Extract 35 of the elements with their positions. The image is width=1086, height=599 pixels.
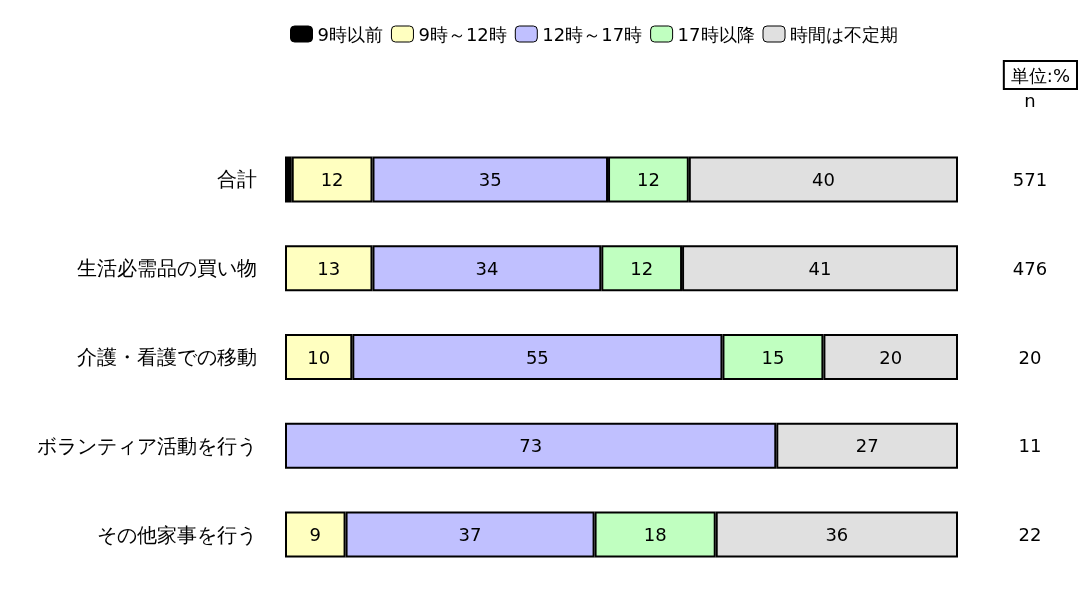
legend-label: 時間は不定期 <box>790 23 899 45</box>
y-tick-label: 合計 <box>217 167 257 192</box>
data-label: 34 <box>475 257 499 279</box>
data-label: 27 <box>855 435 879 457</box>
text: 476 <box>1012 257 1048 279</box>
data-label: 12 <box>320 168 344 190</box>
data-label: 20 <box>879 346 903 368</box>
data-label: 37 <box>458 524 482 546</box>
y-tick-label: ボランティア活動を行う <box>37 433 257 458</box>
data-label: 12 <box>636 168 660 190</box>
data-label: 41 <box>808 257 832 279</box>
data-label: 40 <box>811 168 835 190</box>
data-label: 12 <box>630 257 654 279</box>
text: 単位:% <box>1010 64 1070 86</box>
data-label: 36 <box>825 524 849 546</box>
text: 11 <box>1018 435 1042 457</box>
y-tick-label: 介護・看護での移動 <box>77 345 257 369</box>
data-label: 9 <box>309 524 322 546</box>
y-tick-label: その他家事を行う <box>97 522 257 547</box>
legend-label: 9時以前 <box>317 23 383 45</box>
text: 22 <box>1018 524 1042 546</box>
data-label: 13 <box>317 257 341 279</box>
data-label: 10 <box>307 346 331 368</box>
legend-label: 9時～12時 <box>418 23 507 45</box>
text: 20 <box>1018 346 1042 368</box>
data-label: 18 <box>643 524 667 546</box>
legend-label: 12時～17時 <box>542 23 643 45</box>
data-label: 15 <box>761 346 785 368</box>
data-label: 55 <box>525 346 549 368</box>
y-tick-label: 生活必需品の買い物 <box>77 256 257 281</box>
legend-label: 17時以降 <box>677 23 755 45</box>
data-label: 73 <box>519 435 543 457</box>
text: n <box>1024 89 1036 111</box>
data-label: 35 <box>478 168 502 190</box>
text: 571 <box>1012 168 1048 190</box>
